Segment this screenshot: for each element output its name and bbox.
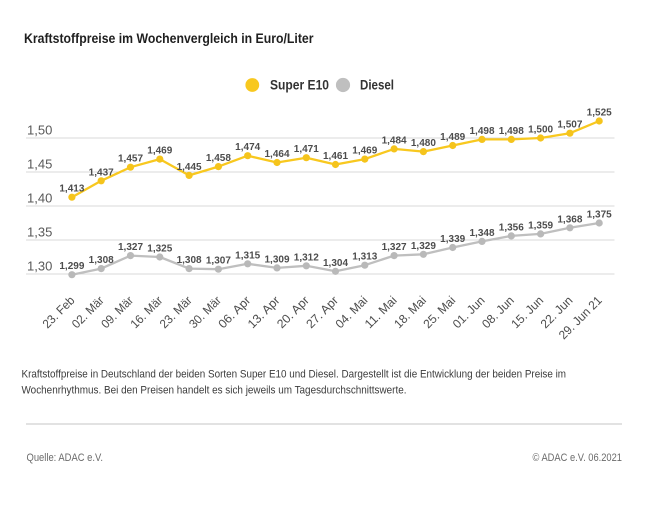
svg-text:1,489: 1,489 <box>440 132 465 143</box>
svg-text:1,507: 1,507 <box>557 120 582 131</box>
svg-text:1,368: 1,368 <box>557 214 582 225</box>
svg-text:1,312: 1,312 <box>294 252 319 263</box>
svg-text:1,307: 1,307 <box>206 256 231 267</box>
svg-text:1,469: 1,469 <box>352 146 377 157</box>
svg-text:1,30: 1,30 <box>27 259 52 274</box>
svg-text:1,45: 1,45 <box>27 157 52 172</box>
svg-text:1,50: 1,50 <box>27 123 52 138</box>
svg-text:Kraftstoffpreise im Wochenverg: Kraftstoffpreise im Wochenvergleich in E… <box>24 31 314 46</box>
svg-text:1,35: 1,35 <box>27 225 52 240</box>
svg-text:Kraftstoffpreise in Deutschlan: Kraftstoffpreise in Deutschland der beid… <box>22 368 567 380</box>
svg-text:1,315: 1,315 <box>235 250 260 261</box>
svg-text:1,458: 1,458 <box>206 153 231 164</box>
svg-text:1,348: 1,348 <box>469 228 494 239</box>
svg-text:1,375: 1,375 <box>587 210 612 221</box>
svg-text:1,325: 1,325 <box>147 244 172 255</box>
svg-text:1,413: 1,413 <box>59 184 84 195</box>
svg-text:1,327: 1,327 <box>382 242 407 253</box>
svg-text:1,500: 1,500 <box>528 125 553 136</box>
svg-text:Super E10: Super E10 <box>270 78 329 93</box>
svg-text:1,309: 1,309 <box>264 254 289 265</box>
svg-text:1,457: 1,457 <box>118 154 143 165</box>
svg-text:1,480: 1,480 <box>411 138 436 149</box>
svg-text:1,40: 1,40 <box>27 191 52 206</box>
svg-text:1,469: 1,469 <box>147 146 172 157</box>
svg-text:1,356: 1,356 <box>499 222 524 233</box>
svg-text:1,327: 1,327 <box>118 242 143 253</box>
svg-text:1,484: 1,484 <box>382 135 407 146</box>
svg-text:1,339: 1,339 <box>440 234 465 245</box>
svg-text:1,437: 1,437 <box>89 167 114 178</box>
svg-text:1,308: 1,308 <box>177 255 202 266</box>
svg-text:1,308: 1,308 <box>89 255 114 266</box>
svg-text:1,525: 1,525 <box>587 108 612 119</box>
svg-text:1,498: 1,498 <box>499 126 524 137</box>
svg-text:© ADAC e.V. 06.2021: © ADAC e.V. 06.2021 <box>533 452 623 464</box>
svg-text:Quelle: ADAC e.V.: Quelle: ADAC e.V. <box>27 452 104 464</box>
svg-text:1,299: 1,299 <box>59 261 84 272</box>
svg-text:1,445: 1,445 <box>177 162 202 173</box>
svg-text:1,461: 1,461 <box>323 151 348 162</box>
svg-text:1,498: 1,498 <box>469 126 494 137</box>
svg-text:Diesel: Diesel <box>360 78 394 93</box>
svg-text:1,304: 1,304 <box>323 258 348 269</box>
svg-text:1,474: 1,474 <box>235 142 260 153</box>
svg-text:1,313: 1,313 <box>352 252 377 263</box>
svg-text:1,464: 1,464 <box>264 149 289 160</box>
svg-text:1,329: 1,329 <box>411 241 436 252</box>
svg-text:1,359: 1,359 <box>528 220 553 231</box>
svg-text:1,471: 1,471 <box>294 144 319 155</box>
svg-text:Wochenrhythmus. Bei den Preise: Wochenrhythmus. Bei den Preisen handelt … <box>22 384 407 396</box>
